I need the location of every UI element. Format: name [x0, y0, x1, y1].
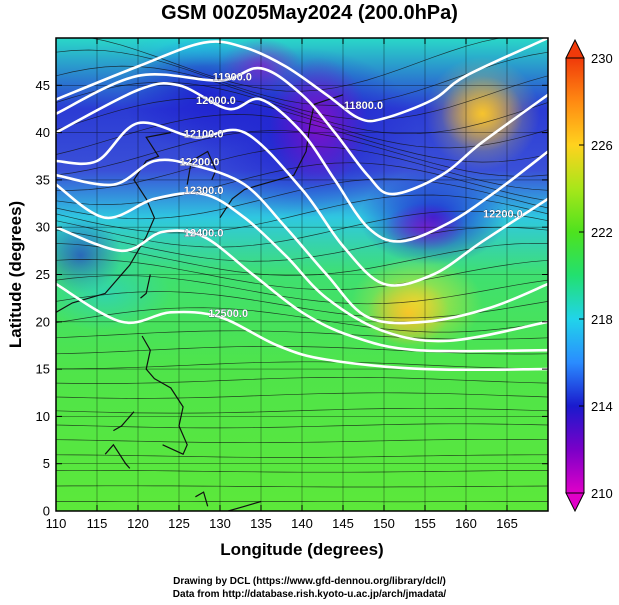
x-tick-label: 155: [414, 516, 436, 531]
colorbar-body: [565, 57, 585, 494]
coastline: [141, 335, 188, 456]
credit-dcl: Drawing by DCL (https://www.gfd-dennou.o…: [173, 576, 446, 587]
x-tick-label: 130: [209, 516, 231, 531]
contour-line: [56, 158, 548, 325]
colorbar-tick-label: 210: [591, 486, 613, 501]
chart-title: GSM 00Z05May2024 (200.0hPa): [161, 2, 458, 24]
x-tick-label: 140: [291, 516, 313, 531]
y-tick-label: 15: [36, 362, 50, 377]
contour-label: 12200.0: [483, 209, 523, 221]
x-tick-label: 145: [332, 516, 354, 531]
contour-label: 11900.0: [213, 72, 252, 84]
y-tick-label: 30: [36, 220, 50, 235]
colorbar-tick-label: 218: [591, 312, 613, 327]
height-contours: [56, 38, 548, 372]
colorbar-tick-label: 222: [591, 225, 613, 240]
contour-label: 12500.0: [208, 308, 248, 320]
colorbar-tick-label: 214: [591, 399, 613, 414]
colorbar-extend-max: [565, 38, 585, 59]
y-tick-label: 45: [36, 78, 50, 93]
y-tick-label: 25: [36, 267, 50, 282]
y-axis-label: Latitude (degrees): [6, 201, 25, 348]
y-tick-label: 10: [36, 409, 50, 424]
coastline: [56, 132, 171, 313]
contour-label: 12000.0: [196, 95, 236, 107]
contour-line: [56, 121, 548, 287]
colorbar: 210 214 218 222 226 230: [565, 38, 613, 513]
x-axis-label: Longitude (degrees): [220, 540, 383, 559]
coastline: [140, 274, 151, 299]
x-tick-label: 120: [127, 516, 149, 531]
coastline: [186, 150, 217, 185]
contour-line: [56, 66, 548, 196]
contour-label: 12400.0: [184, 228, 224, 240]
coastline: [228, 500, 262, 511]
contour-label: 12100.0: [184, 128, 224, 140]
contour-line: [56, 183, 548, 343]
y-tick-label: 5: [43, 456, 50, 471]
y-tick-label: 20: [36, 314, 50, 329]
x-tick-label: 160: [455, 516, 477, 531]
x-tick-label: 150: [373, 516, 395, 531]
x-tick-label: 135: [250, 516, 272, 531]
credit-data-source: Data from http://database.rish.kyoto-u.a…: [172, 589, 447, 600]
contour-line: [56, 282, 548, 372]
coastline: [104, 443, 131, 469]
coastline: [219, 94, 344, 219]
colorbar-tick-label: 230: [591, 51, 613, 66]
x-tick-label: 115: [87, 516, 108, 531]
colorbar-extend-min: [565, 492, 585, 513]
grid-lines: [55, 38, 548, 512]
y-tick-label: 35: [36, 172, 50, 187]
colorbar-tick-label: 226: [591, 138, 613, 153]
coastlines: [56, 94, 344, 511]
contour-line: [56, 81, 548, 243]
x-tick-label: 165: [496, 516, 518, 531]
axes: 110 115 120 125 130 135 140 145 150 155 160 165 0 5 10…: [6, 38, 548, 559]
x-tick-label: 110: [46, 516, 67, 531]
contour-line: [56, 38, 548, 123]
y-tick-label: 40: [36, 125, 50, 140]
contour-line: [56, 225, 548, 353]
contour-labels: 11900.0 11800.0 12000.0 12100.0 12200.0 12300…: [179, 71, 523, 320]
contour-label: 12300.0: [184, 185, 224, 197]
contour-label: 12200.0: [180, 157, 220, 169]
y-tick-label: 0: [43, 504, 50, 519]
x-tick-label: 125: [168, 516, 190, 531]
contour-label: 11800.0: [344, 100, 383, 112]
coastline: [195, 491, 209, 507]
